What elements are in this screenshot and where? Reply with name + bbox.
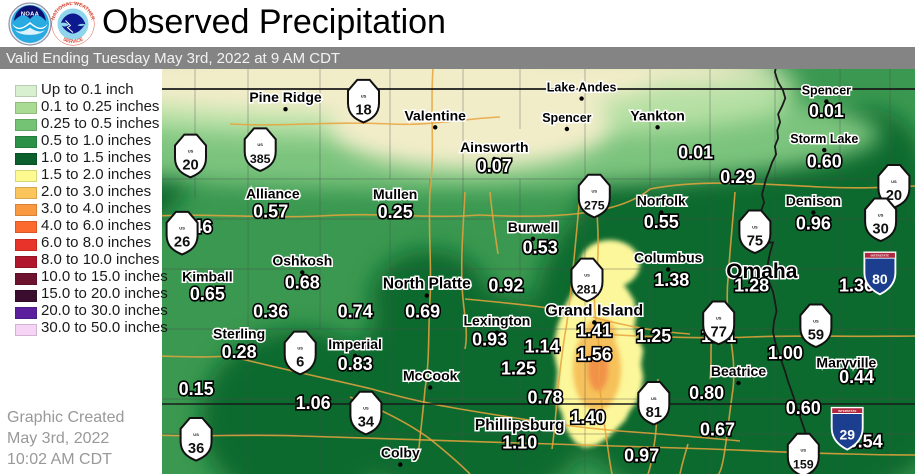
svg-text:0.55: 0.55 <box>644 212 679 232</box>
svg-text:US: US <box>179 226 185 231</box>
svg-text:1.28: 1.28 <box>734 276 769 296</box>
svg-text:US: US <box>752 224 758 229</box>
svg-text:US: US <box>188 148 194 153</box>
svg-text:0.29: 0.29 <box>720 167 755 187</box>
svg-text:0.01: 0.01 <box>809 101 844 121</box>
svg-text:US: US <box>891 179 897 184</box>
svg-text:0.68: 0.68 <box>285 273 320 293</box>
svg-text:0.28: 0.28 <box>222 342 257 362</box>
svg-text:0.60: 0.60 <box>807 152 842 172</box>
svg-text:20: 20 <box>182 158 198 174</box>
svg-text:80: 80 <box>872 271 888 287</box>
svg-text:36: 36 <box>188 441 204 457</box>
svg-text:1.14: 1.14 <box>524 337 559 357</box>
svg-text:0.69: 0.69 <box>405 301 440 321</box>
svg-text:0.97: 0.97 <box>624 446 659 466</box>
svg-text:Lake Andes: Lake Andes <box>547 81 617 95</box>
svg-text:281: 281 <box>577 283 598 297</box>
svg-text:0.07: 0.07 <box>477 156 512 176</box>
svg-text:0.44: 0.44 <box>839 367 874 387</box>
svg-text:1.25: 1.25 <box>636 326 671 346</box>
svg-text:18: 18 <box>355 103 371 119</box>
svg-text:0.57: 0.57 <box>253 201 288 221</box>
svg-text:Pine Ridge: Pine Ridge <box>249 89 322 105</box>
svg-text:US: US <box>257 142 263 147</box>
svg-text:59: 59 <box>808 327 824 343</box>
svg-text:29: 29 <box>839 427 855 443</box>
svg-text:Mullen: Mullen <box>373 186 417 202</box>
svg-text:Burwell: Burwell <box>508 219 559 235</box>
svg-text:Imperial: Imperial <box>328 336 382 352</box>
svg-text:Norfolk: Norfolk <box>637 193 686 209</box>
svg-text:US: US <box>361 94 367 99</box>
svg-text:0.25: 0.25 <box>378 202 413 222</box>
svg-text:0.83: 0.83 <box>338 354 373 374</box>
svg-text:McCook: McCook <box>403 368 458 384</box>
svg-text:0.53: 0.53 <box>523 237 558 257</box>
svg-text:275: 275 <box>584 199 605 213</box>
svg-text:0.36: 0.36 <box>253 301 288 321</box>
svg-text:US: US <box>363 406 369 411</box>
svg-text:1.40: 1.40 <box>570 408 605 428</box>
svg-text:Ainsworth: Ainsworth <box>460 139 528 155</box>
svg-text:Columbus: Columbus <box>634 250 703 266</box>
svg-text:US: US <box>878 212 884 217</box>
svg-text:1.38: 1.38 <box>654 270 689 290</box>
svg-text:1.10: 1.10 <box>502 432 537 452</box>
svg-text:0.80: 0.80 <box>689 383 724 403</box>
svg-text:Sterling: Sterling <box>213 325 265 341</box>
svg-text:US: US <box>193 432 199 437</box>
svg-text:159: 159 <box>793 458 814 472</box>
svg-text:1.06: 1.06 <box>296 393 331 413</box>
svg-text:Spencer: Spencer <box>542 111 591 125</box>
svg-text:Alliance: Alliance <box>246 185 300 201</box>
svg-text:US: US <box>297 345 303 350</box>
svg-text:0.67: 0.67 <box>700 420 735 440</box>
svg-text:INTERSTATE: INTERSTATE <box>838 409 857 413</box>
svg-text:1.56: 1.56 <box>577 345 612 365</box>
svg-text:US: US <box>813 318 819 323</box>
svg-text:0.96: 0.96 <box>796 214 831 234</box>
svg-text:81: 81 <box>646 405 662 421</box>
svg-text:Denison: Denison <box>786 193 841 209</box>
svg-text:0.65: 0.65 <box>190 284 225 304</box>
svg-text:INTERSTATE: INTERSTATE <box>871 253 890 257</box>
svg-text:77: 77 <box>711 324 727 340</box>
svg-text:Yankton: Yankton <box>630 107 684 123</box>
svg-text:Grand Island: Grand Island <box>545 303 643 320</box>
svg-text:0.78: 0.78 <box>527 387 562 407</box>
svg-text:0.93: 0.93 <box>472 329 507 349</box>
svg-text:Beatrice: Beatrice <box>711 363 766 379</box>
svg-text:Valentine: Valentine <box>404 107 466 123</box>
svg-text:US: US <box>592 189 598 194</box>
svg-text:Colby: Colby <box>381 445 420 461</box>
svg-text:0.01: 0.01 <box>678 142 713 162</box>
svg-text:0.60: 0.60 <box>786 398 821 418</box>
svg-text:75: 75 <box>747 233 763 249</box>
svg-text:1.41: 1.41 <box>577 320 612 340</box>
svg-text:1.25: 1.25 <box>501 358 536 378</box>
svg-text:US: US <box>801 448 807 453</box>
svg-text:6: 6 <box>296 355 304 371</box>
svg-text:Kimball: Kimball <box>182 268 233 284</box>
svg-text:0.15: 0.15 <box>179 379 214 399</box>
svg-text:0.74: 0.74 <box>338 301 373 321</box>
svg-text:US: US <box>651 396 657 401</box>
svg-text:US: US <box>584 272 590 277</box>
svg-text:385: 385 <box>250 152 271 166</box>
svg-text:1.00: 1.00 <box>768 343 803 363</box>
svg-text:0.92: 0.92 <box>488 275 523 295</box>
svg-text:US: US <box>716 315 722 320</box>
svg-text:Storm Lake: Storm Lake <box>790 132 858 146</box>
svg-text:26: 26 <box>174 235 190 251</box>
svg-text:Lexington: Lexington <box>463 313 530 329</box>
svg-text:NOAA: NOAA <box>21 12 40 18</box>
svg-text:Oshkosh: Oshkosh <box>272 252 332 268</box>
svg-text:34: 34 <box>358 415 375 431</box>
svg-text:North Platte: North Platte <box>383 276 471 293</box>
svg-text:Spencer: Spencer <box>802 84 851 98</box>
svg-text:30: 30 <box>872 221 888 237</box>
